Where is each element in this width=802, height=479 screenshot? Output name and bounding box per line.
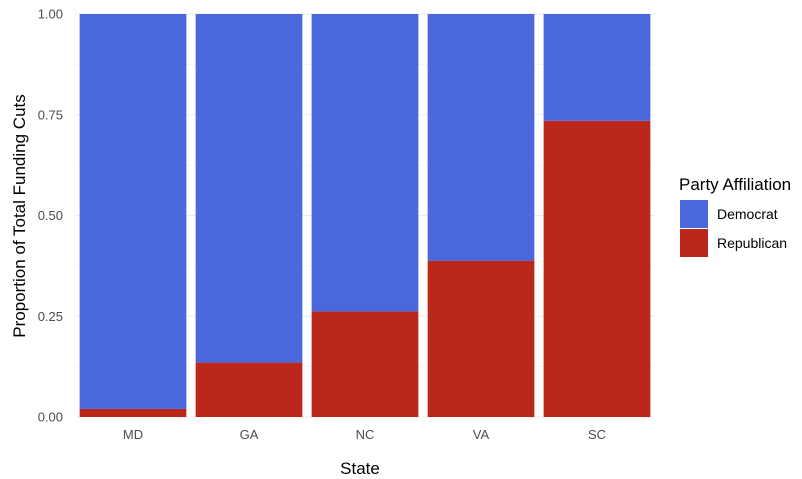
bar-democrat-sc <box>543 14 651 121</box>
x-tick-label: VA <box>473 427 490 442</box>
bar-democrat-va <box>427 14 535 261</box>
bar-republican-md <box>79 408 187 417</box>
y-tick-label: 1.00 <box>38 7 63 22</box>
y-axis-ticks: 0.00 0.25 0.50 0.75 1.00 <box>38 7 63 425</box>
x-axis-ticks: MD GA NC VA SC <box>123 427 606 442</box>
legend-label-republican: Republican <box>717 235 787 251</box>
x-tick-label: NC <box>356 427 375 442</box>
y-tick-label: 0.50 <box>38 208 63 223</box>
y-axis-title: Proportion of Total Funding Cuts <box>10 94 29 338</box>
bars <box>79 14 651 418</box>
x-axis-title: State <box>340 459 380 478</box>
bar-republican-va <box>427 260 535 417</box>
x-tick-label: SC <box>588 427 606 442</box>
bar-democrat-ga <box>195 14 303 363</box>
bar-republican-nc <box>311 311 419 417</box>
bar-democrat-md <box>79 14 187 409</box>
bar-republican-ga <box>195 362 303 417</box>
x-tick-label: GA <box>240 427 259 442</box>
y-tick-label: 0.75 <box>38 107 63 122</box>
legend-label-democrat: Democrat <box>717 206 778 222</box>
y-tick-label: 0.00 <box>38 410 63 425</box>
y-tick-label: 0.25 <box>38 309 63 324</box>
legend: Party Affiliation Democrat Republican <box>679 175 791 257</box>
legend-swatch-republican <box>680 229 708 257</box>
x-tick-label: MD <box>123 427 143 442</box>
legend-title: Party Affiliation <box>679 175 791 194</box>
legend-swatch-democrat <box>680 200 708 228</box>
bar-republican-sc <box>543 120 651 418</box>
bar-democrat-nc <box>311 14 419 312</box>
